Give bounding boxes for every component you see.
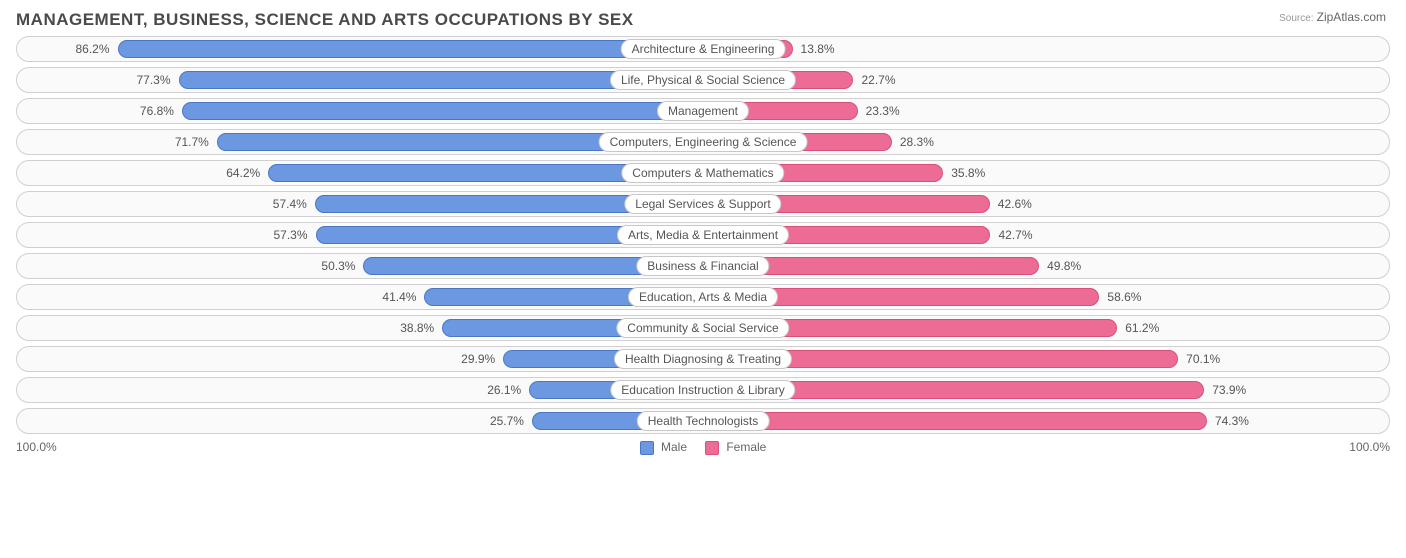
bar-track: Computers, Engineering & Science 71.7% 28.… xyxy=(16,129,1390,155)
table-row: Health Diagnosing & Treating 29.9% 70.1% xyxy=(16,346,1390,372)
male-pct: 64.2% xyxy=(226,166,260,180)
bar-track: Health Technologists 25.7% 74.3% xyxy=(16,408,1390,434)
table-row: Community & Social Service 38.8% 61.2% xyxy=(16,315,1390,341)
bar-track: Health Diagnosing & Treating 29.9% 70.1% xyxy=(16,346,1390,372)
male-pct: 57.3% xyxy=(273,228,307,242)
occupations-chart: Architecture & Engineering 86.2% 13.8% Life… xyxy=(16,36,1390,434)
source-attribution: Source: ZipAtlas.com xyxy=(1279,10,1386,24)
male-bar xyxy=(182,102,704,120)
male-pct: 57.4% xyxy=(273,197,307,211)
bar-track: Education, Arts & Media 41.4% 58.6% xyxy=(16,284,1390,310)
bar-track: Community & Social Service 38.8% 61.2% xyxy=(16,315,1390,341)
female-pct: 49.8% xyxy=(1047,259,1081,273)
female-pct: 61.2% xyxy=(1125,321,1159,335)
bar-track: Life, Physical & Social Science 77.3% 22.7… xyxy=(16,67,1390,93)
male-pct: 29.9% xyxy=(461,352,495,366)
female-pct: 73.9% xyxy=(1212,383,1246,397)
table-row: Business & Financial 50.3% 49.8% xyxy=(16,253,1390,279)
male-pct: 77.3% xyxy=(136,73,170,87)
row-label: Arts, Media & Entertainment xyxy=(617,225,789,245)
row-label: Education Instruction & Library xyxy=(610,380,795,400)
bar-track: Legal Services & Support 57.4% 42.6% xyxy=(16,191,1390,217)
bar-track: Architecture & Engineering 86.2% 13.8% xyxy=(16,36,1390,62)
axis-left-label: 100.0% xyxy=(16,440,57,454)
row-label: Legal Services & Support xyxy=(624,194,781,214)
row-label: Health Diagnosing & Treating xyxy=(614,349,792,369)
table-row: Architecture & Engineering 86.2% 13.8% xyxy=(16,36,1390,62)
axis-right-label: 100.0% xyxy=(1349,440,1390,454)
row-label: Community & Social Service xyxy=(616,318,789,338)
table-row: Education Instruction & Library 26.1% 73.9… xyxy=(16,377,1390,403)
row-label: Architecture & Engineering xyxy=(621,39,786,59)
table-row: Health Technologists 25.7% 74.3% xyxy=(16,408,1390,434)
legend-female-label: Female xyxy=(726,440,766,454)
source-value: ZipAtlas.com xyxy=(1317,10,1386,24)
bar-track: Arts, Media & Entertainment 57.3% 42.7% xyxy=(16,222,1390,248)
male-bar xyxy=(118,40,704,58)
table-row: Life, Physical & Social Science 77.3% 22.7… xyxy=(16,67,1390,93)
male-pct: 38.8% xyxy=(400,321,434,335)
female-pct: 22.7% xyxy=(861,73,895,87)
row-label: Computers & Mathematics xyxy=(621,163,784,183)
axis-row: 100.0% Male Female 100.0% xyxy=(16,440,1390,455)
male-pct: 41.4% xyxy=(382,290,416,304)
female-pct: 13.8% xyxy=(801,42,835,56)
row-label: Education, Arts & Media xyxy=(628,287,778,307)
legend-male: Male xyxy=(640,440,687,455)
female-pct: 70.1% xyxy=(1186,352,1220,366)
table-row: Computers & Mathematics 64.2% 35.8% xyxy=(16,160,1390,186)
female-bar xyxy=(702,412,1207,430)
row-label: Life, Physical & Social Science xyxy=(610,70,796,90)
row-label: Computers, Engineering & Science xyxy=(599,132,808,152)
legend-female: Female xyxy=(705,440,766,455)
table-row: Management 76.8% 23.3% xyxy=(16,98,1390,124)
male-pct: 50.3% xyxy=(321,259,355,273)
female-pct: 28.3% xyxy=(900,135,934,149)
table-row: Education, Arts & Media 41.4% 58.6% xyxy=(16,284,1390,310)
row-label: Management xyxy=(657,101,749,121)
chart-title: MANAGEMENT, BUSINESS, SCIENCE AND ARTS O… xyxy=(16,10,1390,30)
female-pct: 42.6% xyxy=(998,197,1032,211)
female-pct: 58.6% xyxy=(1107,290,1141,304)
female-pct: 23.3% xyxy=(866,104,900,118)
male-pct: 86.2% xyxy=(76,42,110,56)
table-row: Arts, Media & Entertainment 57.3% 42.7% xyxy=(16,222,1390,248)
male-pct: 71.7% xyxy=(175,135,209,149)
table-row: Legal Services & Support 57.4% 42.6% xyxy=(16,191,1390,217)
legend: Male Female xyxy=(640,440,767,455)
female-pct: 42.7% xyxy=(998,228,1032,242)
bar-track: Business & Financial 50.3% 49.8% xyxy=(16,253,1390,279)
bar-track: Computers & Mathematics 64.2% 35.8% xyxy=(16,160,1390,186)
female-pct: 35.8% xyxy=(951,166,985,180)
female-swatch-icon xyxy=(705,441,719,455)
bar-track: Management 76.8% 23.3% xyxy=(16,98,1390,124)
male-pct: 25.7% xyxy=(490,414,524,428)
male-pct: 76.8% xyxy=(140,104,174,118)
legend-male-label: Male xyxy=(661,440,687,454)
table-row: Computers, Engineering & Science 71.7% 28.… xyxy=(16,129,1390,155)
female-pct: 74.3% xyxy=(1215,414,1249,428)
source-label: Source: xyxy=(1279,13,1313,24)
row-label: Business & Financial xyxy=(636,256,769,276)
male-pct: 26.1% xyxy=(487,383,521,397)
row-label: Health Technologists xyxy=(637,411,770,431)
bar-track: Education Instruction & Library 26.1% 73.9… xyxy=(16,377,1390,403)
male-swatch-icon xyxy=(640,441,654,455)
